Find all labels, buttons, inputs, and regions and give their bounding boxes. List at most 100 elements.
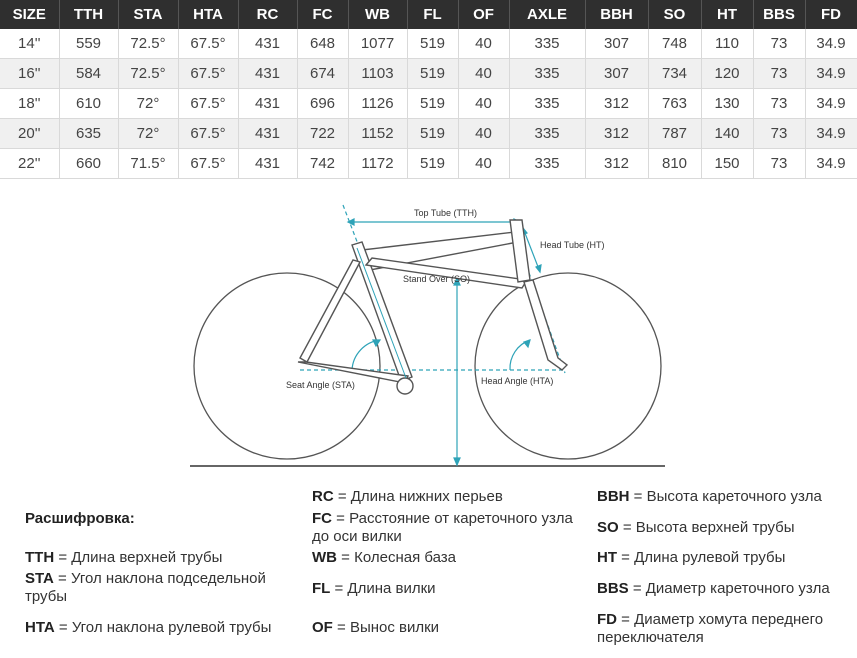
column-header: FD bbox=[805, 0, 857, 29]
legend-text: = Колесная база bbox=[337, 549, 456, 566]
table-cell: 73 bbox=[753, 148, 806, 179]
legend-abbr: OF bbox=[312, 619, 333, 636]
table-cell: 40 bbox=[458, 88, 510, 119]
table-cell: 73 bbox=[753, 58, 806, 89]
column-header: TTH bbox=[59, 0, 119, 29]
table-cell: 335 bbox=[509, 29, 586, 59]
table-cell: 18'' bbox=[0, 88, 60, 119]
table-cell: 1103 bbox=[348, 58, 408, 89]
legend-abbr: FD bbox=[597, 611, 617, 628]
table-cell: 40 bbox=[458, 148, 510, 179]
bike-frame bbox=[297, 219, 569, 395]
table-cell: 519 bbox=[407, 88, 459, 119]
table-cell: 660 bbox=[59, 148, 119, 179]
column-header: FC bbox=[297, 0, 349, 29]
column-header: SO bbox=[648, 0, 702, 29]
table-cell: 584 bbox=[59, 58, 119, 89]
table-cell: 67.5° bbox=[178, 29, 239, 59]
legend-item-tth: TTH = Длина верхней трубы bbox=[25, 549, 305, 567]
legend-title: Расшифровка: bbox=[25, 510, 135, 527]
column-header: HT bbox=[701, 0, 754, 29]
table-cell: 14'' bbox=[0, 29, 60, 59]
table-cell: 696 bbox=[297, 88, 349, 119]
table-cell: 312 bbox=[585, 148, 649, 179]
table-cell: 335 bbox=[509, 58, 586, 89]
legend-abbr: SO bbox=[597, 519, 619, 536]
table-cell: 73 bbox=[753, 88, 806, 119]
column-header: BBS bbox=[753, 0, 806, 29]
table-cell: 67.5° bbox=[178, 58, 239, 89]
table-row: 22'' 660 71.5° 67.5° 431 742 1172 519 40 335 312 81… bbox=[0, 148, 857, 179]
table-row: 14'' 559 72.5° 67.5° 431 648 1077 519 40 335 307 74… bbox=[0, 29, 857, 59]
column-header: FL bbox=[407, 0, 459, 29]
legend-abbr: BBS bbox=[597, 580, 629, 597]
legend-item-fd: FD = Диаметр хомута переднего переключат… bbox=[597, 611, 852, 647]
table-cell: 312 bbox=[585, 88, 649, 119]
legend-text: = Диаметр кареточного узла bbox=[628, 580, 830, 597]
legend-abbr: HTA bbox=[25, 619, 55, 636]
table-cell: 34.9 bbox=[805, 118, 857, 149]
legend-item-wb: WB = Колесная база bbox=[312, 549, 592, 567]
column-header: HTA bbox=[178, 0, 239, 29]
legend-text: = Расстояние от кареточного узла до оси … bbox=[312, 510, 573, 545]
table-cell: 519 bbox=[407, 148, 459, 179]
legend-abbr: WB bbox=[312, 549, 337, 566]
table-cell: 72° bbox=[118, 88, 179, 119]
legend-item-of: OF = Вынос вилки bbox=[312, 619, 592, 637]
legend-text: = Длина верхней трубы bbox=[54, 549, 223, 566]
legend-item-fc: FC = Расстояние от кареточного узла до о… bbox=[312, 510, 594, 546]
head-tube-label: Head Tube (HT) bbox=[540, 240, 605, 250]
legend-item-hta: HTA = Угол наклона рулевой трубы bbox=[25, 619, 305, 637]
table-cell: 40 bbox=[458, 29, 510, 59]
table-cell: 34.9 bbox=[805, 29, 857, 59]
top-tube-label: Top Tube (TTH) bbox=[414, 208, 477, 218]
table-cell: 16'' bbox=[0, 58, 60, 89]
table-cell: 519 bbox=[407, 118, 459, 149]
column-header: BBH bbox=[585, 0, 649, 29]
table-cell: 648 bbox=[297, 29, 349, 59]
table-cell: 431 bbox=[238, 29, 298, 59]
column-header: OF bbox=[458, 0, 510, 29]
bike-geometry-diagram: Top Tube (TTH) Head Tube (HT) Stand Over… bbox=[190, 204, 665, 467]
legend-text: = Высота верхней трубы bbox=[618, 519, 795, 536]
table-cell: 72.5° bbox=[118, 29, 179, 59]
table-header-row: SIZE TTH STA HTA RC FC WB FL OF AXLE BBH SO HT BBS FD bbox=[0, 0, 857, 29]
table-cell: 71.5° bbox=[118, 148, 179, 179]
table-cell: 674 bbox=[297, 58, 349, 89]
legend-text: = Высота кареточного узла bbox=[629, 488, 822, 505]
seat-angle-label: Seat Angle (STA) bbox=[286, 380, 355, 390]
legend-abbr: BBH bbox=[597, 488, 630, 505]
table-cell: 67.5° bbox=[178, 118, 239, 149]
table-cell: 1152 bbox=[348, 118, 408, 149]
table-cell: 1126 bbox=[348, 88, 408, 119]
legend-text: = Вынос вилки bbox=[332, 619, 440, 636]
table-cell: 722 bbox=[297, 118, 349, 149]
table-cell: 431 bbox=[238, 118, 298, 149]
table-cell: 1172 bbox=[348, 148, 408, 179]
legend-item-fl: FL = Длина вилки bbox=[312, 580, 592, 598]
table-cell: 787 bbox=[648, 118, 702, 149]
column-header: SIZE bbox=[0, 0, 60, 29]
table-cell: 40 bbox=[458, 118, 510, 149]
table-cell: 810 bbox=[648, 148, 702, 179]
legend-item-bbs: BBS = Диаметр кареточного узла bbox=[597, 580, 852, 598]
table-cell: 734 bbox=[648, 58, 702, 89]
legend-text: = Длина рулевой трубы bbox=[617, 549, 786, 566]
table-cell: 431 bbox=[238, 88, 298, 119]
table-cell: 610 bbox=[59, 88, 119, 119]
table-cell: 140 bbox=[701, 118, 754, 149]
legend-text: = Диаметр хомута переднего переключателя bbox=[597, 611, 824, 646]
legend-abbr: HT bbox=[597, 549, 617, 566]
table-cell: 519 bbox=[407, 58, 459, 89]
table-cell: 40 bbox=[458, 58, 510, 89]
table-cell: 307 bbox=[585, 29, 649, 59]
table-cell: 34.9 bbox=[805, 88, 857, 119]
geometry-table: SIZE TTH STA HTA RC FC WB FL OF AXLE BBH SO HT BBS FD … bbox=[0, 0, 857, 179]
table-cell: 150 bbox=[701, 148, 754, 179]
table-row: 16'' 584 72.5° 67.5° 431 674 1103 519 40 335 307 73… bbox=[0, 58, 857, 89]
table-cell: 335 bbox=[509, 148, 586, 179]
table-cell: 20'' bbox=[0, 118, 60, 149]
table-cell: 72.5° bbox=[118, 58, 179, 89]
table-cell: 307 bbox=[585, 58, 649, 89]
legend-item-rc: RC = Длина нижних перьев bbox=[312, 488, 592, 506]
